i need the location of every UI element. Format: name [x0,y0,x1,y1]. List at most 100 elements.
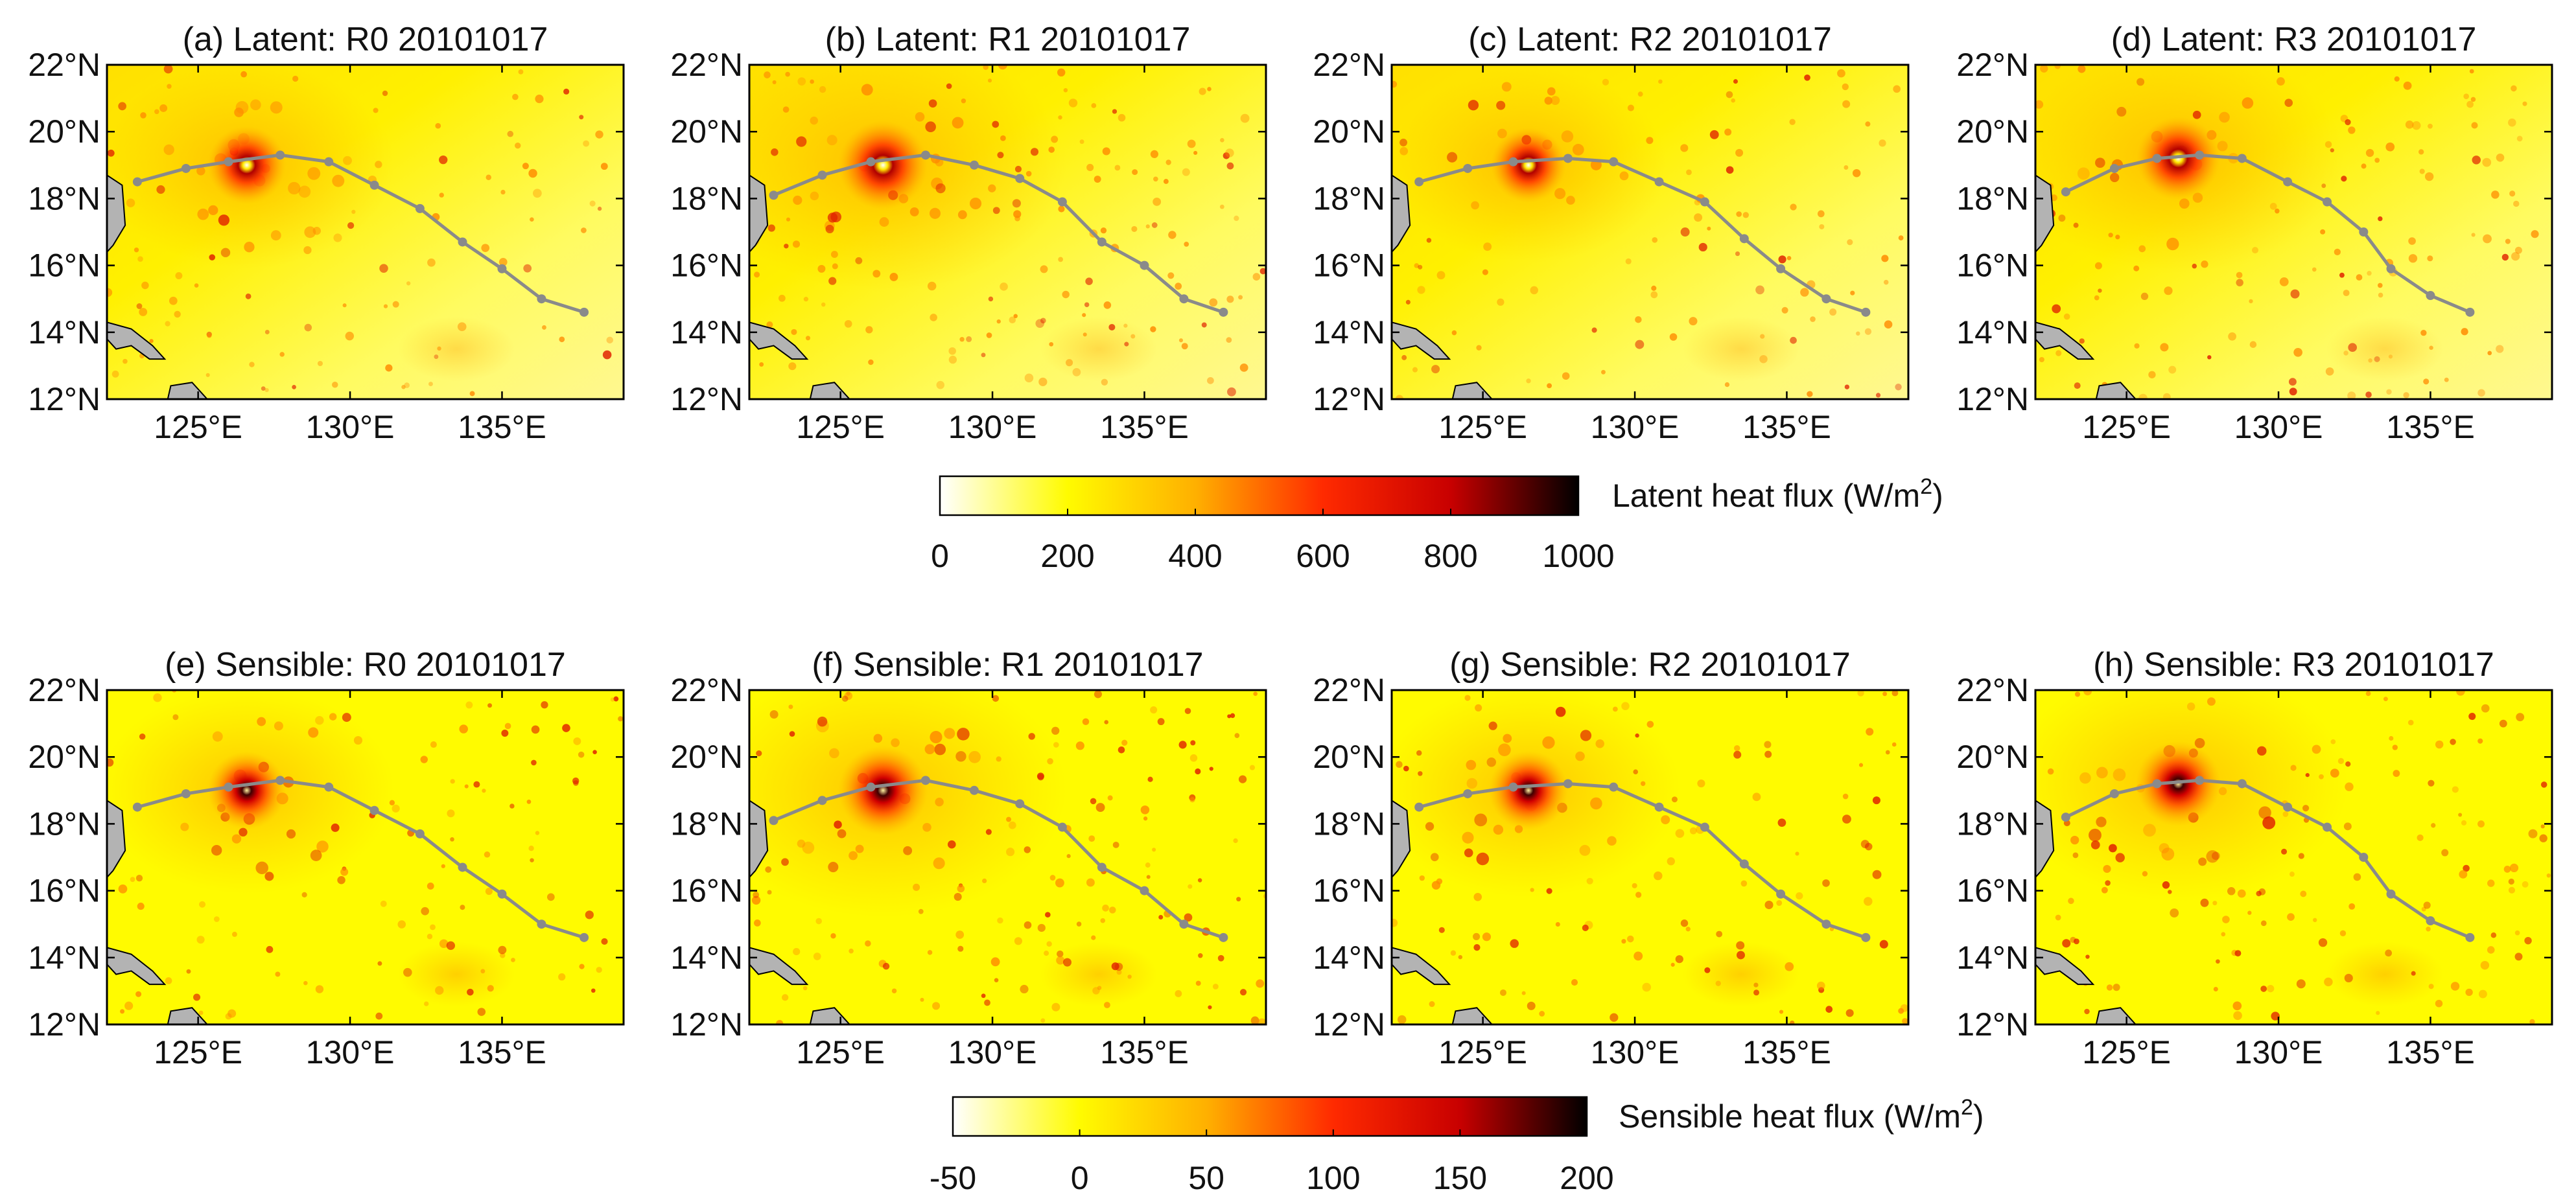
land-luzon [107,800,126,879]
flux-speckle [464,784,469,789]
flux-speckle [1436,271,1446,280]
flux-speckle [855,257,863,264]
flux-speckle [1226,295,1234,303]
flux-speckle [754,272,760,278]
flux-speckle [1781,306,1788,314]
flux-speckle [935,158,944,167]
flux-speckle [2216,959,2220,964]
flux-speckle [1510,939,1519,948]
flux-speckle [1035,319,1045,328]
flux-speckle [829,748,839,759]
flux-speckle [531,759,537,766]
flux-speckle [1220,138,1224,143]
flux-speckle [1778,255,1786,264]
flux-speckle [792,240,801,248]
flux-speckle [778,294,786,302]
flux-speckle [2058,214,2066,222]
y-tick-label: 22°N [1313,672,1385,708]
flux-speckle [2522,881,2529,888]
track-point [537,919,546,929]
flux-speckle [2137,78,2145,86]
flux-speckle [2168,890,2172,894]
flux-speckle [1111,962,1119,971]
flux-speckle [2134,343,2140,349]
flux-speckle [1199,87,1206,95]
track-point [2109,163,2119,173]
flux-speckle [1395,395,1404,399]
map-panel: 22°N 20°N 18°N 16°N 14°N 12°N 125°E 130°E 135°E (… [1956,646,2553,1070]
southern-haze [2326,316,2444,382]
flux-speckle [1844,165,1849,170]
flux-speckle [1857,690,1864,697]
flux-speckle [1112,109,1118,114]
flux-speckle [2073,222,2079,228]
flux-speckle [1013,210,1022,218]
flux-speckle [135,991,142,997]
flux-speckle [1697,779,1705,788]
flux-speckle [420,756,428,763]
flux-speckle [2260,986,2267,992]
flux-speckle [1742,212,1750,218]
flux-speckle [1776,900,1783,907]
flux-speckle [2435,999,2443,1008]
flux-speckle [2481,704,2490,713]
flux-speckle [2477,738,2483,744]
y-tick-label: 12°N [1956,381,2029,417]
flux-speckle [791,329,797,335]
flux-speckle [2108,844,2117,853]
track-point [2283,802,2293,812]
flux-speckle [1079,139,1084,144]
flux-speckle [1764,900,1774,910]
flux-speckle [1633,951,1643,961]
flux-speckle [107,758,114,767]
flux-speckle [793,195,802,205]
flux-speckle [2424,172,2434,181]
track-point [415,203,425,213]
flux-speckle [1401,354,1407,360]
flux-speckle [1175,283,1182,290]
flux-speckle [1530,888,1534,892]
flux-speckle [788,362,797,371]
flux-speckle [316,840,329,853]
flux-speckle [1118,746,1125,754]
flux-speckle [2411,971,2416,976]
flux-speckle [1488,721,1497,730]
track-point [2152,779,2162,789]
flux-speckle [1858,763,1864,767]
flux-speckle [579,964,585,969]
flux-speckle [1040,318,1046,324]
flux-speckle [825,224,834,234]
flux-speckle [220,248,231,258]
flux-speckle [1045,912,1051,918]
flux-speckle [1715,980,1721,986]
flux-speckle [1392,80,1398,88]
flux-speckle [165,321,170,327]
flux-speckle [163,65,173,74]
flux-speckle [2055,350,2062,356]
flux-speckle [1546,888,1552,894]
flux-speckle [2321,183,2326,189]
flux-speckle [957,884,965,893]
flux-speckle [1256,979,1265,988]
flux-speckle [1412,367,1418,373]
flux-speckle [1249,765,1256,770]
flux-speckle [530,858,534,862]
flux-speckle [1881,255,1889,262]
flux-speckle [1178,338,1184,343]
flux-speckle [2256,746,2267,756]
flux-speckle [245,293,252,299]
colorbar-tick-label: 100 [1306,1160,1360,1196]
flux-speckle [2249,341,2257,348]
flux-speckle [197,208,209,220]
colorbar-tick-label: 400 [1168,538,1222,574]
flux-speckle [2477,389,2485,397]
flux-speckle [533,189,542,198]
y-tick-label: 20°N [28,739,100,775]
flux-speckle [1006,848,1015,857]
flux-speckle [1837,69,1845,78]
flux-speckle [1633,769,1639,775]
flux-speckle [1024,373,1034,383]
y-tick-label: 22°N [28,672,100,708]
flux-speckle [467,988,474,996]
flux-speckle [385,364,393,372]
